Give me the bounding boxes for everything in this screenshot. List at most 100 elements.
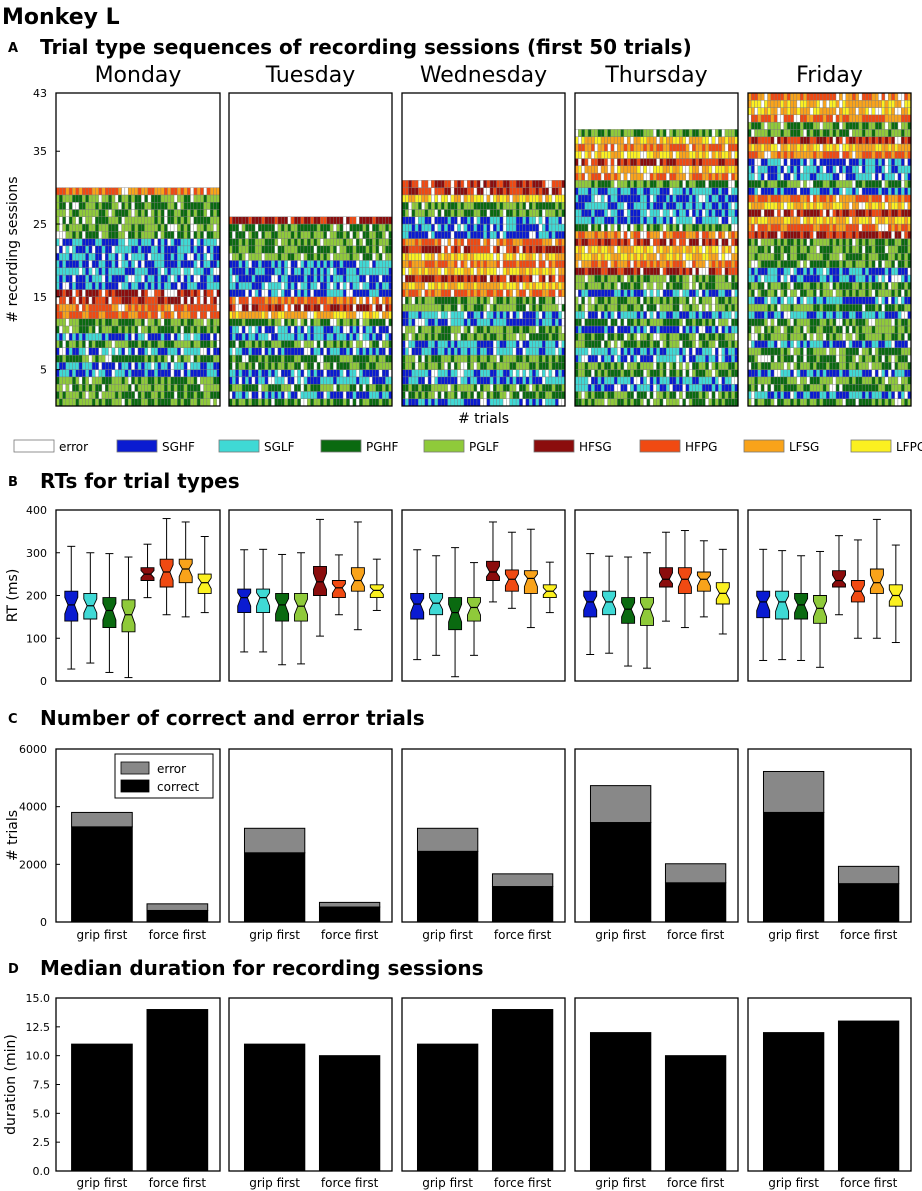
trial-cell [248, 391, 252, 399]
trial-cell [626, 398, 631, 407]
trial-cell [144, 267, 149, 276]
trial-cell [342, 267, 347, 276]
trial-cell [365, 391, 370, 399]
trial-cell [280, 398, 285, 407]
trial-cell [203, 354, 208, 363]
trial-cell [164, 362, 168, 370]
trial-cell [127, 202, 132, 210]
trial-cell [483, 274, 487, 283]
trial-cell [519, 303, 523, 312]
trial-cell [538, 209, 543, 217]
panel-a-title: Trial type sequences of recording sessio… [40, 35, 692, 59]
trial-cell [489, 391, 494, 399]
trial-cell [362, 391, 367, 399]
trial-cell [108, 398, 112, 407]
trial-cell [418, 282, 422, 290]
trial-cell [203, 267, 208, 276]
trial-cell [437, 296, 442, 305]
trial-cell [496, 369, 500, 378]
trial-cell [480, 187, 484, 196]
trial-cell [473, 267, 478, 276]
trial-cell [522, 187, 527, 196]
trial-cell [333, 289, 337, 297]
trial-cell [551, 252, 556, 261]
trial-cell [300, 333, 305, 341]
trial-cell [467, 289, 471, 297]
trial-cell [154, 260, 158, 268]
trial-cell [515, 216, 520, 225]
trial-cell [375, 223, 380, 232]
trial-cell [649, 333, 654, 341]
trial-cell [82, 187, 86, 196]
trial-cell [705, 369, 709, 378]
trial-cell [493, 252, 497, 261]
trial-cell [320, 333, 324, 341]
trial-cell [473, 223, 478, 232]
trial-cell [271, 252, 275, 261]
trial-cell [164, 194, 168, 203]
trial-cell [480, 311, 484, 319]
trial-cell [180, 282, 185, 290]
trial-cell [274, 376, 279, 385]
trial-cell [470, 202, 474, 210]
trial-cell [473, 318, 478, 327]
trial-cell [258, 252, 262, 261]
trial-cell [525, 391, 530, 399]
trial-cell [190, 391, 194, 399]
trial-cell [476, 362, 481, 370]
trial-cell [405, 333, 409, 341]
trial-cell [610, 325, 615, 334]
trial-cell [294, 252, 298, 261]
trial-cell [187, 231, 191, 239]
trial-cell [555, 194, 559, 203]
trial-cell [506, 303, 510, 312]
trial-cell [297, 398, 301, 407]
trial-cell [274, 267, 279, 276]
trial-cell [646, 376, 651, 385]
trial-cell [385, 238, 389, 247]
trial-cell [548, 231, 553, 239]
trial-cell [290, 238, 295, 247]
trial-cell [150, 347, 155, 356]
trial-cell [555, 289, 559, 297]
trial-cell [267, 369, 272, 378]
trial-cell [196, 267, 201, 276]
trial-cell [88, 362, 93, 370]
trial-cell [72, 391, 76, 399]
trial-cell [206, 245, 211, 254]
trial-cell [675, 325, 680, 334]
trial-cell [437, 231, 442, 239]
trial-cell [378, 231, 383, 239]
trial-cell [493, 398, 497, 407]
trial-cell [251, 303, 256, 312]
trial-cell [287, 289, 292, 297]
trial-cell [114, 383, 119, 392]
trial-cell [548, 333, 553, 341]
trial-cell [405, 311, 409, 319]
trial-cell [203, 202, 208, 210]
trial-cell [551, 260, 556, 268]
trial-cell [333, 347, 337, 356]
trial-cell [284, 340, 288, 348]
trial-cell [147, 383, 152, 392]
trial-cell [421, 238, 425, 247]
trial-cell [316, 303, 321, 312]
trial-cell [496, 202, 500, 210]
trial-cell [440, 223, 445, 232]
trial-cell [551, 362, 556, 370]
trial-cell [512, 383, 517, 392]
trial-cell [177, 333, 181, 341]
trial-cell [241, 376, 246, 385]
trial-cell [213, 202, 217, 210]
trial-cell [486, 311, 491, 319]
trial-cell [261, 318, 266, 327]
trial-cell [284, 245, 288, 254]
trial-cell [365, 362, 370, 370]
trial-cell [170, 362, 175, 370]
trial-cell [313, 231, 318, 239]
trial-cell [241, 260, 246, 268]
trial-cell [277, 362, 282, 370]
trial-cell [167, 187, 171, 196]
trial-cell [512, 398, 517, 407]
trial-cell [617, 325, 621, 334]
